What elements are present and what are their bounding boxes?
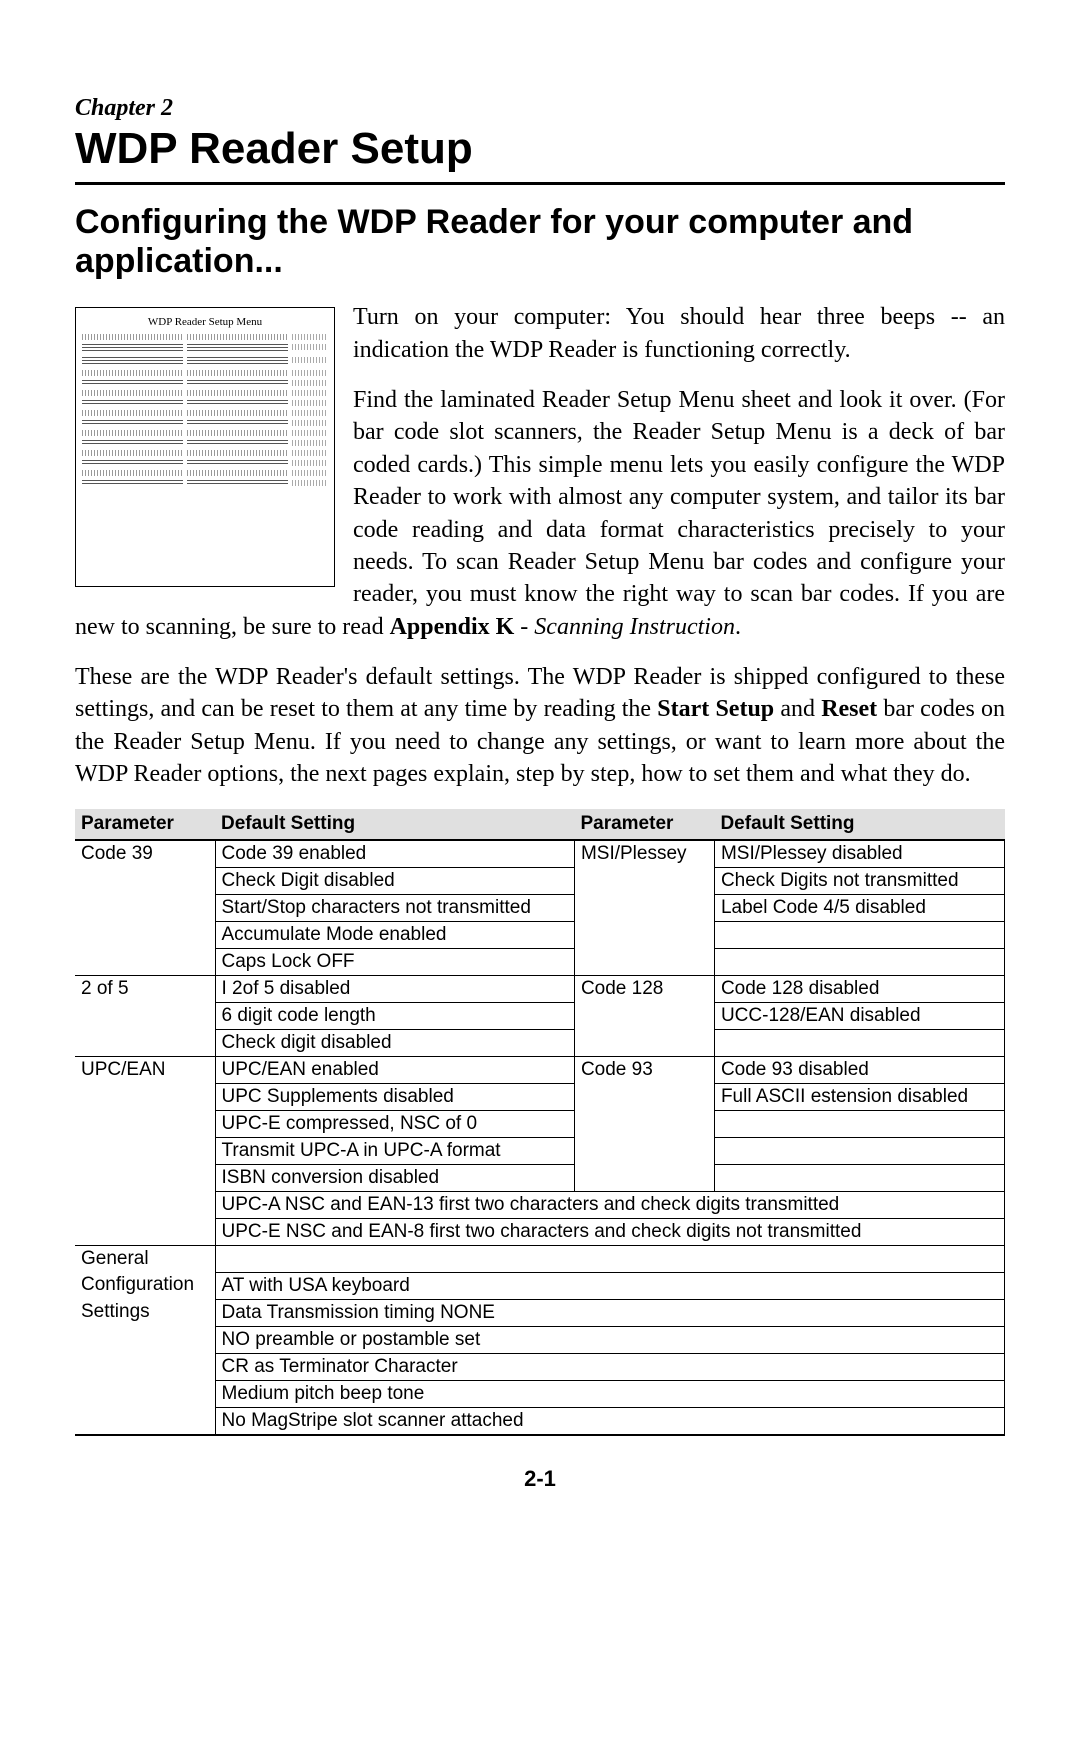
section-heading: Configuring the WDP Reader for your comp… [75, 203, 1005, 281]
cell: I 2of 5 disabled [215, 975, 574, 1002]
cell: 6 digit code length [215, 1002, 574, 1029]
intro-section: WDP Reader Setup Menu Turn on your compu… [75, 301, 1005, 661]
cell: Transmit UPC-A in UPC-A format [215, 1137, 574, 1164]
table-row: Start/Stop characters not transmitted La… [75, 894, 1005, 921]
cell: Medium pitch beep tone [215, 1380, 1005, 1407]
cell [714, 921, 1004, 948]
table-row: CR as Terminator Character [75, 1353, 1005, 1380]
table-row: Check Digit disabled Check Digits not tr… [75, 867, 1005, 894]
start-setup-ref: Start Setup [657, 696, 774, 722]
table-row: NO preamble or postamble set [75, 1326, 1005, 1353]
table-row: Settings Data Transmission timing NONE [75, 1299, 1005, 1326]
cell: UPC Supplements disabled [215, 1083, 574, 1110]
cell [714, 1164, 1004, 1191]
cell: Data Transmission timing NONE [215, 1299, 1005, 1326]
col-default-2: Default Setting [714, 809, 1004, 840]
cell [215, 1245, 1005, 1272]
table-row: General [75, 1245, 1005, 1272]
appendix-ref: Appendix K [390, 614, 515, 640]
cell: Start/Stop characters not transmitted [215, 894, 574, 921]
cell: Check digit disabled [215, 1029, 574, 1056]
cell: UPC-A NSC and EAN-13 first two character… [215, 1191, 1005, 1218]
param-code128: Code 128 [574, 975, 714, 1002]
page-number: 2-1 [75, 1466, 1005, 1492]
page-title: WDP Reader Setup [75, 124, 1005, 174]
cell: No MagStripe slot scanner attached [215, 1407, 1005, 1435]
appendix-title: Scanning Instruction [534, 614, 735, 640]
text: . [735, 614, 741, 640]
cell: Check Digits not transmitted [714, 867, 1004, 894]
cell: Accumulate Mode enabled [215, 921, 574, 948]
cell: ISBN conversion disabled [215, 1164, 574, 1191]
param-settings: Settings [75, 1299, 215, 1326]
table-row: UPC-E compressed, NSC of 0 [75, 1110, 1005, 1137]
cell: Code 39 enabled [215, 840, 574, 868]
table-row: UPC/EAN UPC/EAN enabled Code 93 Code 93 … [75, 1056, 1005, 1083]
param-upc: UPC/EAN [75, 1056, 215, 1083]
col-parameter-2: Parameter [574, 809, 714, 840]
param-code93: Code 93 [574, 1056, 714, 1083]
table-row: No MagStripe slot scanner attached [75, 1407, 1005, 1435]
default-settings-table: Parameter Default Setting Parameter Defa… [75, 809, 1005, 1436]
cell [714, 1110, 1004, 1137]
cell: UPC/EAN enabled [215, 1056, 574, 1083]
cell: Code 93 disabled [714, 1056, 1004, 1083]
cell: Caps Lock OFF [215, 948, 574, 975]
param-msi: MSI/Plessey [574, 840, 714, 868]
param-2of5: 2 of 5 [75, 975, 215, 1002]
table-row: Accumulate Mode enabled [75, 921, 1005, 948]
cell: NO preamble or postamble set [215, 1326, 1005, 1353]
intro-para-3: These are the WDP Reader's default setti… [75, 661, 1005, 791]
param-configuration: Configuration [75, 1272, 215, 1299]
cell: Check Digit disabled [215, 867, 574, 894]
param-general: General [75, 1245, 215, 1272]
cell [714, 948, 1004, 975]
table-row: Check digit disabled [75, 1029, 1005, 1056]
title-rule [75, 182, 1005, 185]
cell [714, 1137, 1004, 1164]
cell: UPC-E NSC and EAN-8 first two characters… [215, 1218, 1005, 1245]
cell: Full ASCII estension disabled [714, 1083, 1004, 1110]
cell: UPC-E compressed, NSC of 0 [215, 1110, 574, 1137]
chapter-label: Chapter 2 [75, 95, 1005, 122]
table-row: Medium pitch beep tone [75, 1380, 1005, 1407]
table-row: 2 of 5 I 2of 5 disabled Code 128 Code 12… [75, 975, 1005, 1002]
col-parameter-1: Parameter [75, 809, 215, 840]
setup-menu-figure: WDP Reader Setup Menu [75, 307, 335, 587]
cell: UCC-128/EAN disabled [714, 1002, 1004, 1029]
table-row: UPC-A NSC and EAN-13 first two character… [75, 1191, 1005, 1218]
table-row: UPC-E NSC and EAN-8 first two characters… [75, 1218, 1005, 1245]
table-row: Caps Lock OFF [75, 948, 1005, 975]
cell: Code 128 disabled [714, 975, 1004, 1002]
table-row: ISBN conversion disabled [75, 1164, 1005, 1191]
cell: CR as Terminator Character [215, 1353, 1005, 1380]
cell: AT with USA keyboard [215, 1272, 1005, 1299]
table-header-row: Parameter Default Setting Parameter Defa… [75, 809, 1005, 840]
cell: Label Code 4/5 disabled [714, 894, 1004, 921]
text: - [514, 614, 534, 640]
col-default-1: Default Setting [215, 809, 574, 840]
table-row: Configuration AT with USA keyboard [75, 1272, 1005, 1299]
reset-ref: Reset [821, 696, 877, 722]
figure-caption: WDP Reader Setup Menu [82, 316, 328, 328]
cell [714, 1029, 1004, 1056]
table-row: UPC Supplements disabled Full ASCII este… [75, 1083, 1005, 1110]
param-code39: Code 39 [75, 840, 215, 868]
table-row: Code 39 Code 39 enabled MSI/Plessey MSI/… [75, 840, 1005, 868]
text: and [774, 696, 821, 722]
table-row: Transmit UPC-A in UPC-A format [75, 1137, 1005, 1164]
cell: MSI/Plessey disabled [714, 840, 1004, 868]
table-row: 6 digit code length UCC-128/EAN disabled [75, 1002, 1005, 1029]
